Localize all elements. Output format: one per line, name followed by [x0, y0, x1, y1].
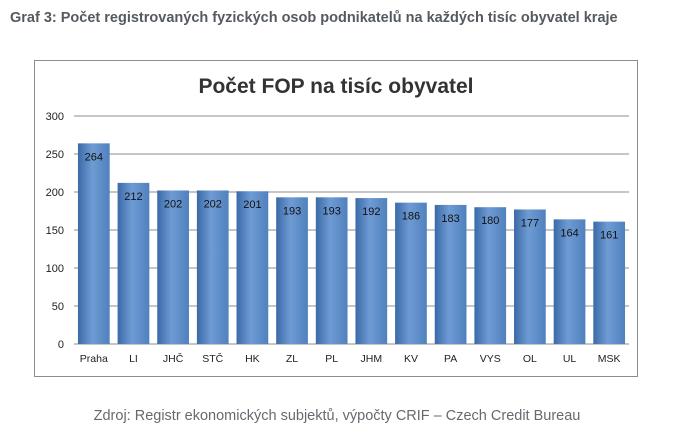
bar-value-label: 212 — [124, 191, 142, 203]
bar — [117, 182, 150, 344]
bar-value-label: 164 — [560, 227, 578, 239]
x-tick-label: PA — [444, 353, 457, 365]
bar-value-label: 264 — [85, 151, 103, 163]
y-tick-label: 100 — [46, 263, 64, 275]
bar — [395, 202, 427, 344]
bar-value-label: 202 — [164, 198, 182, 210]
chart-title: Počet FOP na tisíc obyvatel — [198, 75, 473, 98]
x-tick-label: OL — [523, 353, 537, 365]
bar-value-label: 192 — [362, 206, 380, 218]
y-tick-label: 300 — [46, 111, 64, 123]
bar-value-label: 186 — [402, 211, 420, 223]
bar-chart: Počet FOP na tisíc obyvatel 0 50 100 150 200… — [46, 75, 629, 365]
chart-area: Počet FOP na tisíc obyvatel 0 50 100 150 200… — [34, 60, 638, 377]
bar — [157, 190, 189, 344]
x-tick-label: LI — [129, 353, 138, 365]
x-tick-label: HK — [245, 353, 260, 365]
x-tick-label: STČ — [202, 352, 223, 365]
y-tick-label: 0 — [58, 339, 64, 351]
bar-value-label: 193 — [283, 205, 301, 217]
y-tick-label: 50 — [52, 301, 64, 313]
figure-heading: Graf 3: Počet registrovaných fyzických o… — [10, 10, 618, 26]
bar — [434, 204, 467, 344]
x-tick-label: JHM — [361, 353, 383, 365]
bar — [514, 209, 546, 344]
x-tick-label: UL — [563, 353, 577, 365]
y-axis-ticks: 0 50 100 150 200 250 300 — [46, 111, 64, 351]
source-note: Zdroj: Registr ekonomických subjektů, vý… — [93, 408, 581, 424]
bar-value-label: 201 — [243, 199, 261, 211]
bar-value-label: 177 — [521, 217, 539, 229]
bar — [474, 207, 507, 344]
bar-value-label: 161 — [600, 230, 618, 242]
x-tick-label: PL — [325, 353, 338, 365]
bar — [315, 197, 348, 344]
x-tick-label: ZL — [286, 353, 298, 365]
bar — [77, 143, 110, 344]
bar-value-label: 180 — [481, 215, 499, 227]
x-tick-label: VYS — [480, 353, 501, 365]
y-tick-label: 200 — [46, 187, 64, 199]
bars — [77, 143, 626, 344]
x-tick-label: JHČ — [163, 352, 184, 365]
bar-value-label: 183 — [441, 213, 459, 225]
x-axis-ticks: Praha LI JHČ STČ HK ZL PL JHM KV PA VYS OL UL MSK — [80, 352, 621, 365]
x-tick-label: Praha — [80, 353, 108, 365]
bar-value-label: 202 — [204, 198, 222, 210]
x-tick-label: KV — [404, 353, 418, 365]
bar — [553, 219, 586, 344]
x-tick-label: MSK — [598, 353, 621, 365]
bar — [236, 191, 269, 344]
y-tick-label: 150 — [46, 225, 64, 237]
bar — [276, 197, 308, 344]
y-tick-label: 250 — [46, 149, 64, 161]
bar-value-label: 193 — [322, 205, 340, 217]
bar — [593, 221, 626, 344]
data-labels: 264 212 202 202 201 193 193 192 186 183 180 177 164 1… — [85, 151, 619, 241]
bar — [355, 198, 388, 344]
bar — [196, 190, 229, 344]
